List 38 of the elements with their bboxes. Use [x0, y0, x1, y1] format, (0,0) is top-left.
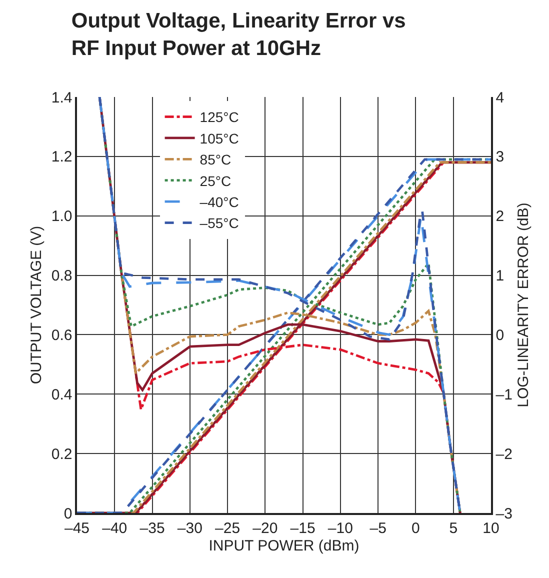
y2-tick-label: 3 — [496, 148, 504, 166]
x-tick-label: 5 — [449, 520, 458, 537]
x-tick-label: –5 — [370, 520, 386, 537]
y2-tick-label: 0 — [496, 326, 504, 344]
x-tick-label: –25 — [215, 520, 240, 537]
legend-label: –55°C — [200, 215, 239, 232]
y2-tick-label: –3 — [496, 505, 512, 522]
x-tick-label: –35 — [140, 520, 165, 537]
y2-tick-label: –2 — [496, 446, 512, 463]
x-tick-label: –20 — [252, 520, 278, 537]
y2-tick-label: 4 — [496, 89, 504, 106]
y-tick-label: 0.8 — [51, 268, 72, 285]
x-tick-label: –10 — [328, 520, 353, 537]
y-tick-label: 1.4 — [51, 89, 72, 106]
legend-label: –40°C — [200, 194, 239, 210]
x-tick-label: 0 — [412, 520, 420, 537]
chart-title: Output Voltage, Linearity Error vs RF Input Power at 10GHz — [71, 10, 406, 60]
y2-tick-label: 1 — [496, 268, 504, 285]
x-tick-label: –45 — [64, 520, 90, 537]
x-tick-label: 10 — [482, 520, 500, 537]
x-tick-label: –30 — [177, 520, 202, 537]
y-tick-label: 0.2 — [51, 446, 72, 463]
y-tick-label: 0.6 — [51, 326, 72, 344]
y-tick-label: 0 — [64, 505, 72, 522]
y-tick-label: 0.4 — [51, 386, 72, 404]
x-tick-label: –40 — [102, 520, 128, 537]
legend-label: 105°C — [200, 130, 239, 146]
y2-tick-label: –1 — [496, 386, 512, 404]
y2-axis-title: LOG-LINEARITY ERROR (dB) — [514, 202, 532, 408]
x-axis-title: INPUT POWER (dBm) — [208, 537, 360, 554]
legend-label: 85°C — [200, 152, 232, 168]
legend-label: 25°C — [200, 172, 232, 189]
y2-tick-label: 2 — [496, 208, 504, 226]
y-tick-label: 1.2 — [51, 148, 72, 166]
legend-label: 125°C — [200, 109, 239, 126]
y-axis-title: OUTPUT VOLTAGE (V) — [28, 226, 46, 384]
x-tick-label: –15 — [290, 520, 316, 537]
y-tick-label: 1.0 — [51, 208, 72, 226]
